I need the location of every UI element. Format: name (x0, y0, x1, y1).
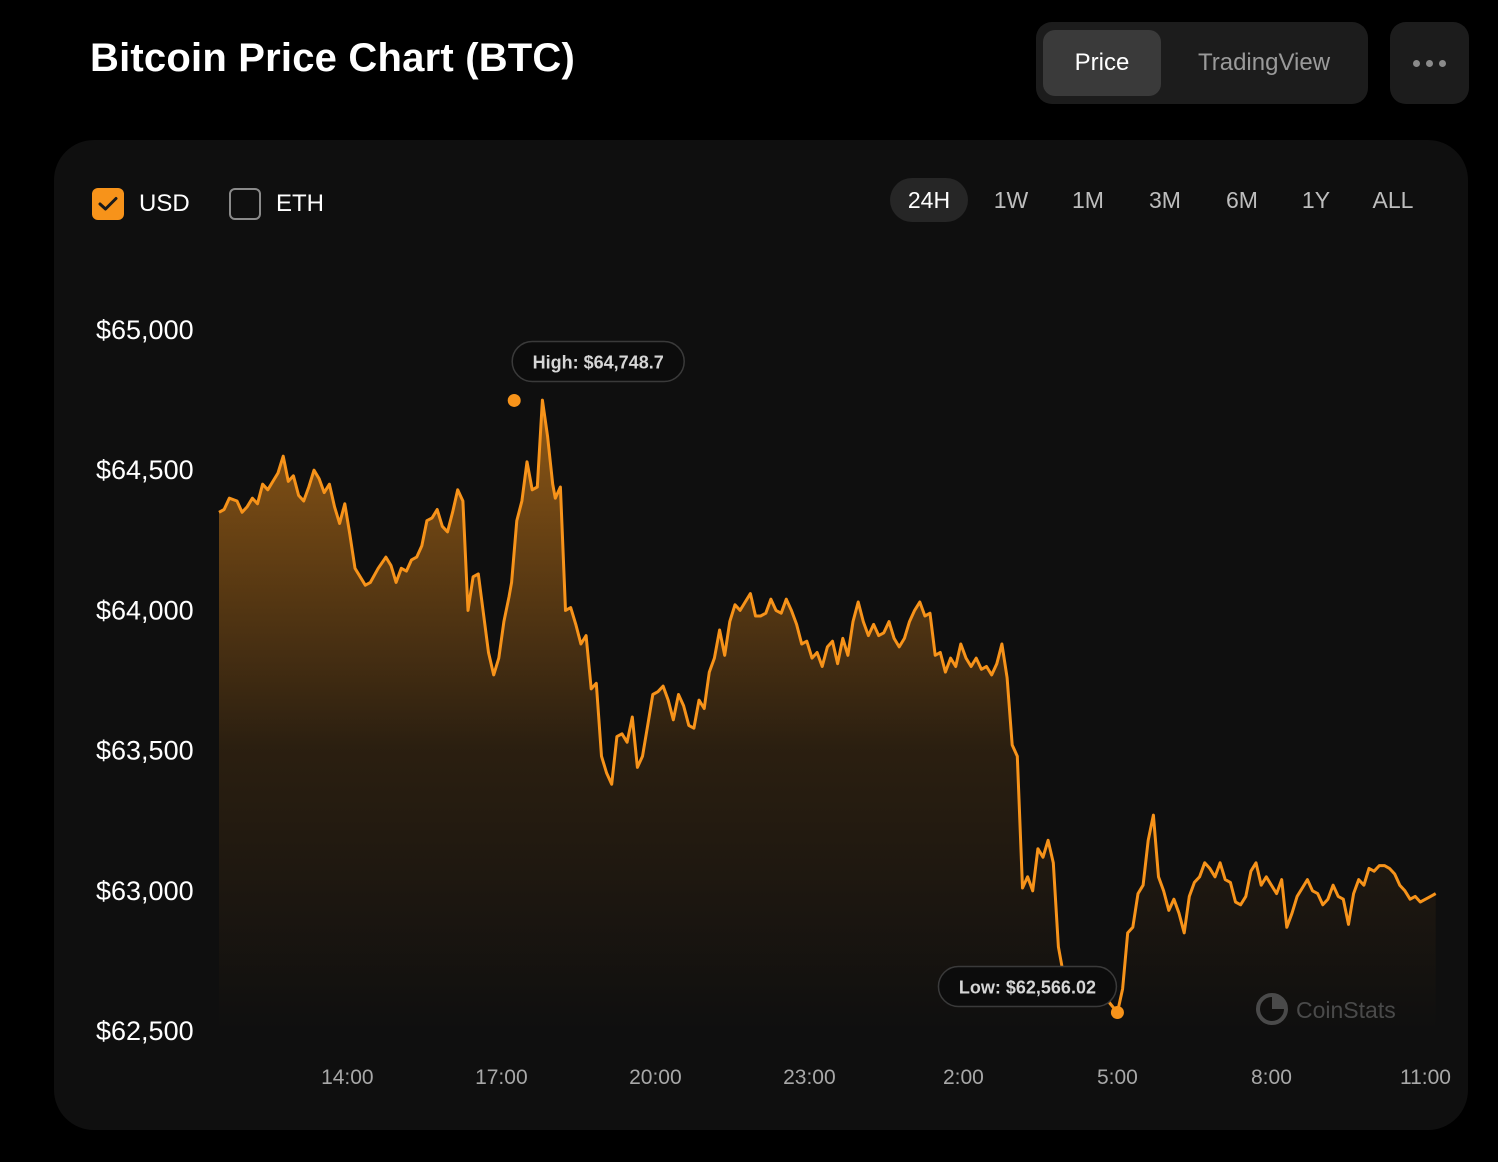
more-options-button[interactable] (1390, 22, 1469, 104)
range-tab-3m[interactable]: 3M (1149, 187, 1181, 213)
more-horizontal-icon (1413, 59, 1420, 67)
high-point-marker (507, 393, 521, 407)
range-tab-1w[interactable]: 1W (993, 187, 1029, 213)
low-callout-box (937, 965, 1118, 1008)
x-tick-label: 17:00 (475, 1066, 528, 1089)
range-tab-all[interactable]: ALL (1372, 187, 1414, 213)
currency-option-usd[interactable]: USD (92, 184, 190, 224)
x-tick-label: 20:00 (629, 1066, 682, 1089)
coinstats-watermark: CoinStats (1256, 993, 1396, 1025)
price-chart: $65,000 $64,500 $64,000 $63,500 $63,000 $62,5… (96, 315, 1451, 1089)
checkbox-unchecked-icon[interactable] (229, 188, 261, 220)
currency-label-usd: USD (139, 190, 190, 217)
range-tab-1m[interactable]: 1M (1072, 187, 1104, 213)
range-tab-1y[interactable]: 1Y (1301, 187, 1331, 213)
view-toggle: Price TradingView (1036, 22, 1368, 104)
x-tick-label: 2:00 (943, 1066, 984, 1089)
low-callout-label: Low: $62,566.02 (959, 977, 1096, 997)
x-tick-label: 14:00 (321, 1066, 374, 1089)
currency-option-eth[interactable]: ETH (229, 184, 324, 224)
y-tick-label: $64,000 (96, 595, 194, 625)
price-line (218, 398, 1437, 1014)
watermark-text: CoinStats (1296, 997, 1396, 1023)
range-tab-24h[interactable]: 24H (890, 178, 968, 222)
x-tick-label: 11:00 (1400, 1066, 1451, 1089)
low-point-marker (1110, 1005, 1124, 1019)
x-tick-label: 5:00 (1097, 1066, 1138, 1089)
y-tick-label: $65,000 (96, 315, 194, 345)
x-tick-label: 8:00 (1251, 1066, 1292, 1089)
y-tick-label: $62,500 (96, 1016, 194, 1046)
tab-tradingview[interactable]: TradingView (1197, 49, 1331, 76)
range-tab-6m[interactable]: 6M (1226, 187, 1258, 213)
high-callout-label: High: $64,748.7 (533, 352, 664, 372)
y-tick-label: $63,000 (96, 876, 194, 906)
price-area (219, 400, 1436, 1032)
y-tick-label: $63,500 (96, 736, 194, 766)
high-callout-box (511, 340, 685, 383)
chart-card: USD ETH 24H 1W 1M 3M 6M 1Y ALL $65,000 $6… (54, 140, 1468, 1130)
page-title: Bitcoin Price Chart (BTC) (90, 36, 576, 80)
tab-price[interactable]: Price (1043, 30, 1161, 96)
x-tick-label: 23:00 (783, 1066, 836, 1089)
currency-label-eth: ETH (276, 190, 324, 217)
y-tick-label: $64,500 (96, 455, 194, 485)
checkbox-checked-icon[interactable] (92, 188, 124, 220)
coinstats-logo-icon (1256, 993, 1288, 1025)
